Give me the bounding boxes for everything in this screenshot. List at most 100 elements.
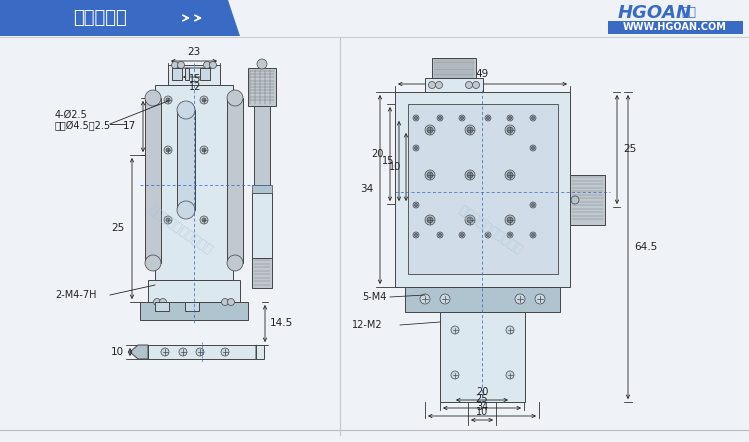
- Polygon shape: [130, 345, 148, 359]
- Text: 20: 20: [372, 149, 384, 159]
- Circle shape: [202, 148, 206, 152]
- Circle shape: [164, 146, 172, 154]
- Circle shape: [505, 170, 515, 180]
- Text: 15: 15: [382, 156, 394, 166]
- Bar: [168, 65, 220, 85]
- Circle shape: [507, 115, 513, 121]
- Circle shape: [425, 170, 435, 180]
- Circle shape: [507, 172, 513, 178]
- Text: 25: 25: [476, 394, 488, 404]
- Circle shape: [485, 232, 491, 238]
- Text: 14.5: 14.5: [270, 318, 294, 328]
- Text: 34: 34: [476, 402, 488, 412]
- Circle shape: [427, 217, 433, 223]
- Circle shape: [227, 255, 243, 271]
- Text: 衡工: 衡工: [681, 7, 696, 19]
- Bar: [155, 85, 233, 280]
- Circle shape: [465, 170, 475, 180]
- Text: 15: 15: [189, 74, 201, 84]
- Circle shape: [506, 326, 514, 334]
- Circle shape: [530, 145, 536, 151]
- Text: WWW.HGOAN.COM: WWW.HGOAN.COM: [623, 22, 727, 32]
- Circle shape: [228, 298, 234, 305]
- Circle shape: [467, 172, 473, 178]
- Circle shape: [200, 96, 208, 104]
- Circle shape: [166, 148, 170, 152]
- Circle shape: [414, 233, 417, 236]
- Circle shape: [507, 127, 513, 133]
- Circle shape: [437, 115, 443, 121]
- Bar: [408, 104, 558, 274]
- Circle shape: [172, 61, 178, 69]
- Polygon shape: [256, 345, 264, 359]
- Text: 5-M4: 5-M4: [362, 292, 386, 302]
- Circle shape: [438, 117, 441, 119]
- Circle shape: [571, 196, 579, 204]
- Text: 64.5: 64.5: [634, 242, 658, 252]
- Circle shape: [515, 294, 525, 304]
- Circle shape: [177, 101, 195, 119]
- Circle shape: [414, 203, 417, 206]
- Text: 北京衡工科技有限公司: 北京衡工科技有限公司: [145, 203, 214, 257]
- Circle shape: [202, 98, 206, 102]
- Circle shape: [467, 217, 473, 223]
- Text: 17: 17: [123, 121, 136, 131]
- Circle shape: [427, 172, 433, 178]
- Bar: [148, 280, 240, 302]
- Circle shape: [166, 98, 170, 102]
- Circle shape: [505, 215, 515, 225]
- Circle shape: [221, 348, 229, 356]
- Circle shape: [509, 233, 512, 236]
- Circle shape: [413, 145, 419, 151]
- Circle shape: [530, 115, 536, 121]
- Circle shape: [461, 117, 464, 119]
- Circle shape: [451, 326, 459, 334]
- Bar: [177, 110, 195, 210]
- Circle shape: [196, 348, 204, 356]
- Circle shape: [200, 146, 208, 154]
- Circle shape: [413, 232, 419, 238]
- Circle shape: [413, 115, 419, 121]
- Text: 沉孔Ø4.5深2.5: 沉孔Ø4.5深2.5: [55, 121, 111, 131]
- Circle shape: [485, 115, 491, 121]
- Circle shape: [145, 90, 161, 106]
- Bar: [227, 98, 243, 263]
- Circle shape: [473, 81, 479, 88]
- Text: 北京衡工科技有限公司: 北京衡工科技有限公司: [455, 203, 524, 257]
- Circle shape: [164, 96, 172, 104]
- Circle shape: [227, 90, 243, 106]
- Circle shape: [166, 218, 170, 222]
- Circle shape: [532, 233, 535, 236]
- Bar: [185, 68, 189, 80]
- Polygon shape: [0, 0, 240, 36]
- Bar: [148, 345, 256, 359]
- Circle shape: [204, 61, 210, 69]
- Text: 4-Ø2.5: 4-Ø2.5: [55, 110, 88, 120]
- Circle shape: [425, 125, 435, 135]
- Circle shape: [414, 146, 417, 149]
- Circle shape: [532, 203, 535, 206]
- Circle shape: [459, 115, 465, 121]
- Circle shape: [509, 117, 512, 119]
- Circle shape: [535, 294, 545, 304]
- Circle shape: [440, 294, 450, 304]
- Text: 10: 10: [111, 347, 124, 357]
- Bar: [405, 287, 560, 312]
- Bar: [200, 68, 210, 80]
- Circle shape: [530, 202, 536, 208]
- Bar: [432, 58, 476, 78]
- Bar: [140, 302, 248, 320]
- Circle shape: [210, 61, 216, 69]
- Text: 25: 25: [111, 223, 124, 233]
- Text: 34: 34: [360, 184, 373, 194]
- Bar: [172, 68, 182, 80]
- Bar: [395, 92, 570, 287]
- Circle shape: [507, 232, 513, 238]
- Circle shape: [530, 232, 536, 238]
- Bar: [252, 185, 272, 193]
- Circle shape: [459, 232, 465, 238]
- Text: 25: 25: [623, 144, 636, 154]
- Circle shape: [487, 117, 490, 119]
- Circle shape: [435, 81, 443, 88]
- Text: 20: 20: [476, 387, 488, 397]
